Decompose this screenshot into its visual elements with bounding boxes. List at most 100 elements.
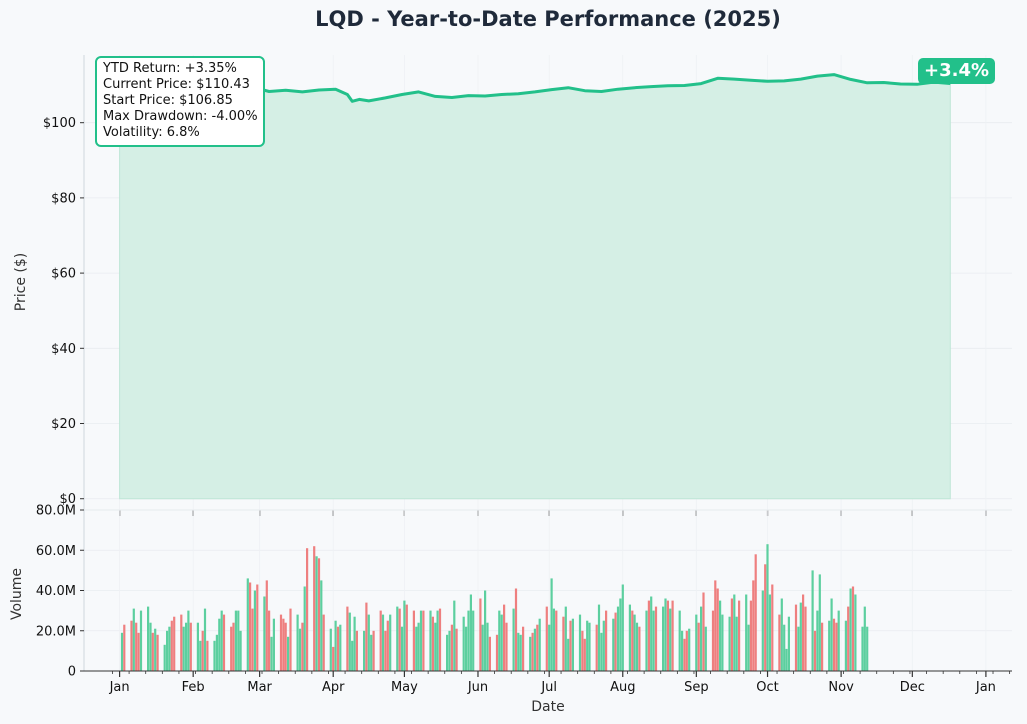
volume-bar: [787, 616, 790, 671]
volume-bar: [396, 606, 399, 671]
stat-max-drawdown: Max Drawdown: -4.00%: [103, 109, 258, 124]
volume-bar: [861, 626, 864, 671]
volume-bar: [246, 578, 249, 671]
volume-bar: [403, 600, 406, 671]
volume-bar: [721, 614, 724, 671]
volume-bar: [137, 632, 140, 671]
x-tick-label: Feb: [182, 680, 205, 695]
volume-bar: [764, 564, 767, 671]
volume-bar: [465, 626, 468, 671]
volume-bar: [284, 622, 287, 671]
volume-bar: [832, 618, 836, 671]
volume-bar: [163, 644, 166, 671]
volume-bar: [597, 604, 601, 671]
stat-current-price: Current Price: $110.43: [103, 77, 250, 92]
volume-bar: [156, 634, 159, 671]
volume-bar: [317, 558, 321, 671]
volume-bar: [484, 590, 487, 671]
price-y-tick-label: $40: [51, 342, 76, 357]
volume-bar: [780, 598, 783, 671]
volume-bar: [279, 614, 283, 671]
price-y-tick-label: $80: [51, 191, 76, 206]
volume-bar: [196, 622, 199, 671]
volume-bar: [567, 638, 570, 671]
volume-bar: [666, 600, 669, 671]
volume-bar: [339, 624, 342, 671]
volume-bar: [550, 578, 553, 671]
volume-bar: [422, 610, 425, 671]
volume-bar: [538, 618, 541, 671]
chart-title: LQD - Year-to-Date Performance (2025): [315, 7, 781, 31]
price-axis-label: Price ($): [13, 253, 29, 311]
volume-bar: [253, 590, 256, 671]
volume-bar: [322, 614, 325, 671]
volume-bar: [135, 622, 138, 671]
volume-y-tick-label: 80.0M: [36, 504, 76, 519]
volume-bar: [785, 648, 788, 671]
volume-bar: [771, 584, 774, 671]
volume-bar: [481, 624, 484, 671]
volume-bar: [614, 612, 617, 671]
volume-bar: [804, 606, 807, 671]
volume-bar: [569, 620, 572, 671]
volume-bar: [671, 600, 674, 671]
volume-bar: [745, 594, 748, 671]
volume-bar: [130, 620, 133, 671]
stat-ytd-return: YTD Return: +3.35%: [103, 61, 237, 76]
volume-bar: [429, 610, 432, 671]
volume-bar: [289, 608, 292, 671]
volume-bar: [306, 548, 309, 671]
volume-bar: [268, 610, 271, 671]
volume-bar: [783, 624, 786, 671]
volume-bar: [453, 600, 456, 671]
volume-bar: [351, 640, 354, 671]
price-y-tick-label: $0: [59, 492, 76, 507]
volume-bar: [835, 622, 838, 671]
volume-bar: [669, 608, 672, 671]
volume-bar: [578, 614, 582, 671]
volume-bar: [818, 574, 821, 671]
volume-bar: [332, 646, 335, 671]
stat-start-price: Start Price: $106.85: [103, 93, 233, 108]
volume-bar: [662, 606, 665, 671]
volume-bar: [365, 602, 368, 671]
volume-bar: [816, 610, 819, 671]
volume-bar: [220, 610, 223, 671]
volume-bar: [132, 608, 135, 671]
volume-bar: [417, 622, 420, 671]
volume-bar: [215, 634, 218, 671]
volume-bar: [469, 594, 472, 671]
volume-bar: [180, 614, 183, 671]
volume-bar: [752, 580, 755, 671]
x-tick-label: Apr: [322, 680, 345, 695]
volume-bar: [562, 616, 565, 671]
volume-bar: [315, 556, 318, 671]
volume-bar: [595, 624, 598, 671]
volume-bar: [517, 632, 520, 671]
volume-bar: [628, 604, 631, 671]
volume-bar: [652, 610, 655, 671]
volume-bar: [270, 636, 273, 671]
volume-bar: [234, 610, 237, 671]
volume-bar: [581, 630, 584, 672]
volume-bar: [218, 618, 221, 671]
volume-bar: [386, 620, 389, 671]
volume-bar: [455, 628, 458, 671]
volume-bar: [438, 608, 442, 671]
volume-bar: [120, 632, 124, 671]
volume-bar: [844, 620, 847, 671]
volume-bar: [419, 610, 423, 671]
volume-bar: [583, 638, 586, 671]
volume-bar: [555, 610, 558, 671]
volume-bar: [336, 626, 340, 671]
volume-bar: [799, 602, 802, 671]
volume-bar: [552, 608, 555, 671]
price-y-tick-label: $60: [51, 267, 76, 282]
volume-bar: [251, 608, 254, 671]
volume-bar: [631, 610, 634, 671]
volume-y-tick-label: 40.0M: [36, 584, 76, 599]
volume-bar: [545, 606, 548, 671]
volume-bar: [488, 636, 491, 671]
x-tick-label: Jan: [109, 680, 130, 695]
volume-bar: [182, 626, 185, 671]
